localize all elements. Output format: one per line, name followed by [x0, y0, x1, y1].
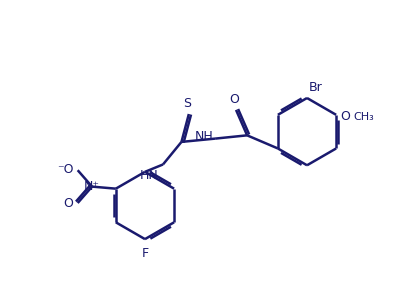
Text: O: O: [340, 110, 350, 124]
Text: NH: NH: [195, 131, 214, 143]
Text: F: F: [141, 246, 149, 260]
Text: S: S: [183, 97, 191, 110]
Text: N⁺: N⁺: [84, 180, 100, 193]
Text: Br: Br: [309, 81, 323, 94]
Text: O: O: [64, 197, 74, 210]
Text: HN: HN: [139, 169, 158, 182]
Text: ⁻O: ⁻O: [57, 163, 74, 176]
Text: CH₃: CH₃: [354, 112, 375, 122]
Text: O: O: [229, 93, 239, 106]
